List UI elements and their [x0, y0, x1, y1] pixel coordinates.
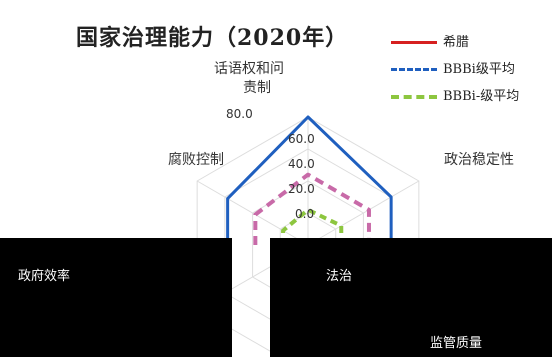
- black-band-center: [270, 238, 552, 357]
- legend: 希腊 BBBi级平均 BBBi-级平均: [391, 28, 551, 109]
- grid-spoke-1: [307, 180, 420, 246]
- axis-label-voice-line2: 责制: [243, 80, 271, 96]
- tick-label-60: 60.0: [288, 132, 315, 146]
- series-line-1: [226, 115, 393, 245]
- axis-label-regulatory-quality: 监管质量: [430, 336, 483, 351]
- legend-label-greece: 希腊: [443, 35, 470, 50]
- black-band-left: [0, 238, 232, 357]
- chart-title: 国家治理能力（2020年）: [76, 25, 349, 51]
- axis-label-voice-line1: 话语权和问: [214, 61, 284, 77]
- axis-label-rule-of-law: 法治: [326, 269, 353, 284]
- legend-swatch-greece: [391, 41, 437, 44]
- axis-label-government-efficiency: 政府效率: [18, 269, 71, 284]
- legend-swatch-bbbi-minus: [391, 95, 437, 99]
- legend-label-bbbi: BBBi级平均: [443, 62, 515, 77]
- legend-swatch-bbbi: [391, 68, 437, 71]
- legend-item-bbbi: BBBi级平均: [391, 55, 551, 82]
- series-line-3: [253, 172, 371, 245]
- tick-label-40: 40.0: [288, 157, 315, 171]
- tick-label-80: 80.0: [226, 107, 253, 121]
- axis-label-corruption-control: 腐败控制: [168, 152, 224, 168]
- legend-label-bbbi-minus: BBBi-级平均: [443, 89, 520, 104]
- legend-item-bbbi-minus: BBBi-级平均: [391, 82, 551, 109]
- legend-item-greece: 希腊: [391, 28, 551, 55]
- axis-label-political-stability: 政治稳定性: [444, 152, 514, 168]
- series-line-2: [281, 207, 344, 245]
- tick-label-20: 20.0: [288, 182, 315, 196]
- grid-spoke-5: [196, 180, 309, 246]
- tick-label-0: 0.0: [295, 207, 315, 221]
